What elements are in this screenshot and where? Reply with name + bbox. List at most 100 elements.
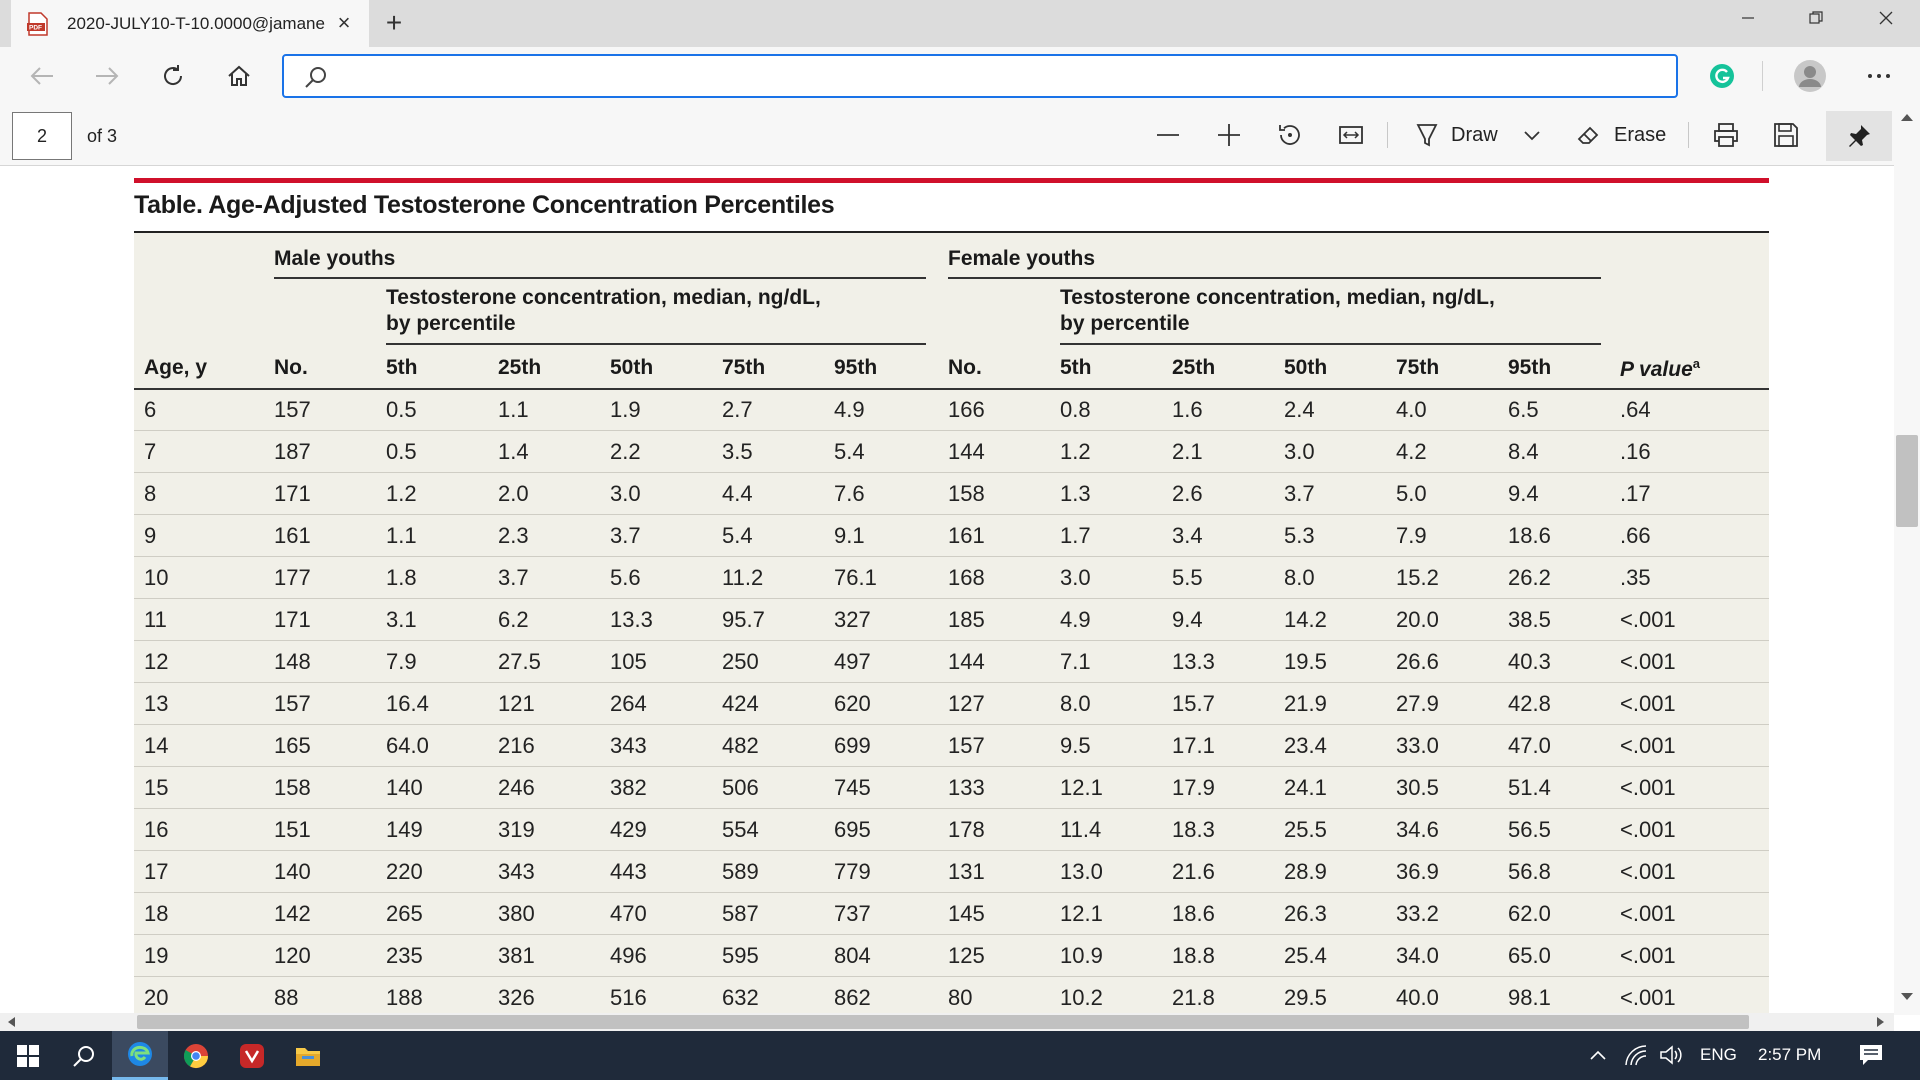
cell-female-5th: 10.9: [1060, 943, 1103, 968]
cell-male-50th: 5.6: [610, 565, 641, 590]
toolbar-divider: [1762, 61, 1763, 91]
draw-button[interactable]: Draw: [1415, 118, 1498, 152]
new-tab-icon[interactable]: +: [385, 7, 403, 38]
cell-age: 13: [144, 691, 169, 716]
cell-female-25th: 18.3: [1172, 817, 1215, 842]
cell-female-75th: 27.9: [1396, 691, 1439, 716]
address-input[interactable]: [344, 62, 1644, 90]
close-window-icon[interactable]: [1852, 0, 1920, 36]
col-header-male-5th: 5th: [386, 356, 418, 379]
cell-age: 19: [144, 943, 169, 968]
cell-p-value: <.001: [1620, 817, 1676, 842]
zoom-in-icon[interactable]: [1216, 118, 1242, 152]
cell-male-5th: 220: [386, 859, 423, 884]
save-icon[interactable]: [1773, 118, 1799, 152]
vertical-scroll-thumb[interactable]: [1896, 435, 1918, 527]
cell-female-no: 158: [948, 481, 985, 506]
vertical-scrollbar[interactable]: [1894, 104, 1920, 1015]
forward-arrow-icon[interactable]: [90, 59, 124, 93]
cell-female-75th: 4.0: [1396, 397, 1427, 422]
refresh-icon[interactable]: [156, 59, 190, 93]
cell-male-50th: 3.7: [610, 523, 641, 548]
cell-female-50th: 24.1: [1284, 775, 1327, 800]
pdf-file-icon: PDF: [27, 11, 48, 36]
table-row: 8 171 1.2 2.0 3.0 4.4 7.6 158 1.3 2.6 3.7 5.0 9.4 .17: [134, 473, 1769, 515]
cell-female-95th: 9.4: [1508, 481, 1539, 506]
show-hidden-icons-chevron-up-icon[interactable]: [1588, 1045, 1608, 1065]
draw-label: Draw: [1451, 123, 1498, 146]
cell-age: 7: [144, 439, 157, 464]
cell-female-no: 144: [948, 649, 985, 674]
chrome-icon[interactable]: [168, 1031, 224, 1080]
clock-time[interactable]: 2:57 PM: [1758, 1045, 1822, 1064]
male-group-rule: [274, 277, 926, 279]
pin-toolbar-icon[interactable]: [1826, 111, 1892, 161]
browser-tab[interactable]: PDF 2020-JULY10-T-10.0000@jamane ×: [11, 0, 369, 47]
file-explorer-icon[interactable]: [280, 1031, 336, 1080]
scroll-up-arrow-icon[interactable]: [1900, 112, 1914, 122]
address-bar[interactable]: [282, 54, 1678, 98]
cell-p-value: .35: [1620, 565, 1651, 590]
restore-icon[interactable]: [1782, 0, 1850, 36]
cell-p-value: .16: [1620, 439, 1651, 464]
home-icon[interactable]: [222, 59, 256, 93]
cell-male-50th: 429: [610, 817, 647, 842]
cell-female-50th: 3.7: [1284, 481, 1315, 506]
network-icon[interactable]: [1624, 1044, 1648, 1066]
edge-browser-icon[interactable]: [112, 1031, 168, 1080]
erase-button[interactable]: Erase: [1576, 118, 1666, 152]
page-number-input[interactable]: 2: [12, 112, 72, 160]
zoom-out-icon[interactable]: [1155, 118, 1181, 152]
draw-options-chevron-down-icon[interactable]: [1522, 118, 1542, 152]
cell-p-value: .64: [1620, 397, 1651, 422]
cell-age: 11: [144, 607, 167, 632]
close-tab-icon[interactable]: ×: [337, 10, 351, 35]
cell-male-no: 171: [274, 607, 311, 632]
notifications-icon[interactable]: [1858, 1043, 1884, 1067]
col-header-age: Age, y: [144, 356, 208, 379]
cell-female-95th: 62.0: [1508, 901, 1551, 926]
table-row: 15 158 140 246 382 506 745 133 12.1 17.9 24.1 30.5 5…: [134, 767, 1769, 809]
start-windows-icon[interactable]: [0, 1031, 56, 1080]
pdf-page-view[interactable]: Table. Age-Adjusted Testosterone Concent…: [0, 166, 1920, 1015]
more-options-icon[interactable]: [1862, 59, 1896, 93]
scroll-down-arrow-icon[interactable]: [1900, 992, 1914, 1002]
cell-age: 14: [144, 733, 169, 758]
scroll-left-arrow-icon[interactable]: [6, 1016, 16, 1028]
cell-male-25th: 121: [498, 691, 535, 716]
male-subheader: Testosterone concentration, median, ng/d…: [386, 286, 821, 335]
input-language[interactable]: ENG: [1700, 1045, 1737, 1064]
cell-age: 10: [144, 565, 169, 590]
volume-icon[interactable]: [1659, 1044, 1683, 1066]
cell-female-25th: 17.1: [1172, 733, 1215, 758]
cell-female-75th: 30.5: [1396, 775, 1439, 800]
cell-female-75th: 5.0: [1396, 481, 1427, 506]
table-row: 13 157 16.4 121 264 424 620 127 8.0 15.7 21.9 27.9 4…: [134, 683, 1769, 725]
pdf-reader-app-icon[interactable]: [224, 1031, 280, 1080]
cell-female-5th: 12.1: [1060, 901, 1103, 926]
male-subheader-rule: [386, 343, 926, 345]
cell-male-no: 161: [274, 523, 311, 548]
windows-taskbar: ENG 2:57 PM: [0, 1031, 1920, 1080]
scroll-right-arrow-icon[interactable]: [1876, 1016, 1886, 1028]
back-arrow-icon[interactable]: [25, 59, 59, 93]
cell-male-95th: 4.9: [834, 397, 865, 422]
taskbar-search-icon[interactable]: [56, 1031, 112, 1080]
grammarly-extension-icon[interactable]: [1705, 59, 1739, 93]
cell-male-25th: 6.2: [498, 607, 529, 632]
table-title: Table. Age-Adjusted Testosterone Concent…: [134, 191, 835, 219]
fit-to-width-icon[interactable]: [1338, 118, 1364, 152]
table-row: 16 151 149 319 429 554 695 178 11.4 18.3 25.5 34.6 5…: [134, 809, 1769, 851]
cell-female-75th: 34.0: [1396, 943, 1439, 968]
cell-female-5th: 1.7: [1060, 523, 1091, 548]
table-row: 9 161 1.1 2.3 3.7 5.4 9.1 161 1.7 3.4 5.3 7.9 18.6 .6…: [134, 515, 1769, 557]
cell-male-75th: 632: [722, 985, 759, 1010]
profile-avatar[interactable]: [1790, 56, 1830, 96]
horizontal-scroll-thumb[interactable]: [137, 1015, 1749, 1029]
minimize-icon[interactable]: [1714, 0, 1782, 36]
cell-p-value: <.001: [1620, 775, 1676, 800]
rotate-icon[interactable]: [1277, 118, 1303, 152]
cell-male-5th: 7.9: [386, 649, 417, 674]
print-icon[interactable]: [1713, 118, 1739, 152]
table-row: 18 142 265 380 470 587 737 145 12.1 18.6 26.3 33.2 6…: [134, 893, 1769, 935]
